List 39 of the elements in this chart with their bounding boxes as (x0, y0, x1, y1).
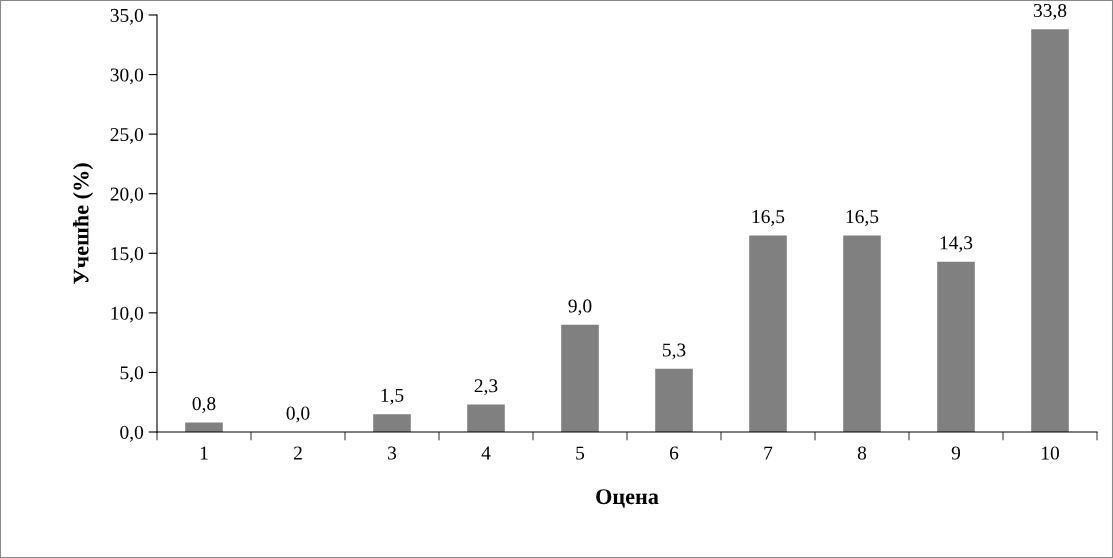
x-tick-label: 10 (1041, 446, 1059, 460)
x-tick-label: 9 (951, 446, 961, 460)
y-tick-label: 10,0 (111, 306, 144, 323)
x-tick-label: 8 (857, 446, 867, 460)
bar (561, 324, 599, 432)
y-axis-title: Учешће (%) (72, 163, 94, 284)
bar (1031, 29, 1069, 432)
bar (655, 368, 693, 432)
data-label: 1,5 (381, 388, 404, 405)
x-tick-label: 2 (293, 446, 302, 460)
data-label: 0,8 (192, 397, 216, 413)
x-tick-label: 5 (576, 446, 585, 460)
x-tick-label: 3 (388, 446, 397, 460)
bar (373, 414, 411, 432)
y-tick-label: 15,0 (111, 247, 144, 264)
bar (749, 235, 787, 432)
data-label: 9,0 (568, 299, 592, 316)
x-tick-label: 6 (669, 446, 679, 460)
data-label: 33,8 (1033, 3, 1067, 20)
data-label: 16,5 (846, 210, 879, 226)
data-label: 14,3 (940, 236, 973, 253)
y-tick-label: 30,0 (110, 68, 144, 85)
data-label: 2,3 (474, 379, 498, 396)
bar (467, 404, 505, 432)
data-label: 5,3 (662, 343, 686, 360)
bar (843, 235, 881, 432)
y-tick-label: 25,0 (110, 127, 144, 144)
x-tick-label: 1 (200, 446, 208, 460)
bar (185, 422, 223, 432)
y-tick-label: 0,0 (120, 425, 144, 442)
y-tick-label: 35,0 (110, 8, 144, 25)
data-label: 0,0 (286, 406, 310, 423)
x-axis-title: Оцена (596, 489, 659, 508)
x-tick-label: 7 (764, 446, 773, 460)
x-tick-label: 4 (481, 446, 491, 460)
y-tick-label: 20,0 (110, 187, 144, 204)
data-label: 16,5 (752, 210, 785, 226)
y-tick-label: 5,0 (120, 366, 144, 383)
bar (937, 261, 975, 432)
